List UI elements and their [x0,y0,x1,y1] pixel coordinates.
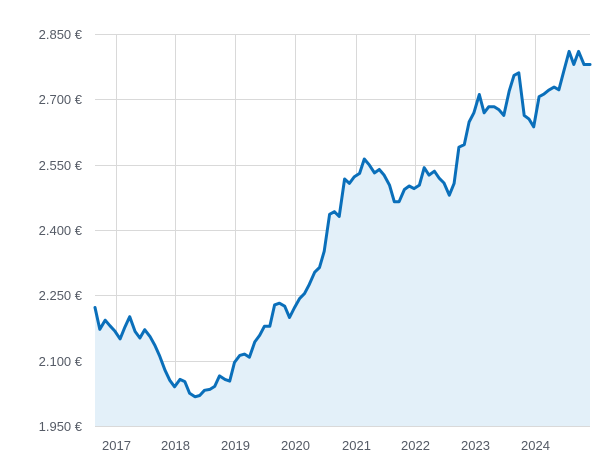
x-tick-label: 2022 [401,438,430,453]
series-line [93,49,592,399]
x-tick-label: 2019 [221,438,250,453]
y-tick-label: 2.700 € [39,92,83,107]
y-tick-label: 2.850 € [39,27,83,42]
x-tick-label: 2020 [281,438,310,453]
y-tick-label: 2.100 € [39,354,83,369]
y-tick-label: 1.950 € [39,419,83,434]
x-tick-label: 2021 [342,438,371,453]
y-axis-tick-labels: 1.950 € 2.100 € 2.250 € 2.400 € 2.550 € 2.700… [39,27,83,434]
y-tick-label: 2.250 € [39,288,83,303]
series-area-fill [95,51,590,427]
y-tick-label: 2.400 € [39,223,83,238]
y-tick-label: 2.550 € [39,158,83,173]
x-tick-label: 2018 [161,438,190,453]
x-tick-label: 2017 [102,438,131,453]
x-tick-label: 2023 [461,438,490,453]
x-axis-tick-labels: 2017 2018 2019 2020 2021 2022 2023 2024 [102,438,550,453]
x-tick-label: 2024 [521,438,550,453]
